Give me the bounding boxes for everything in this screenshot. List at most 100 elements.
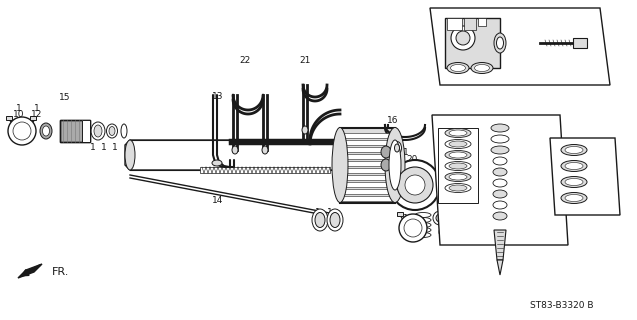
Ellipse shape — [312, 209, 328, 231]
Text: 25: 25 — [596, 178, 606, 187]
Text: 23: 23 — [596, 146, 606, 155]
Text: 1: 1 — [327, 207, 333, 217]
Ellipse shape — [381, 159, 391, 171]
Text: 1: 1 — [112, 142, 118, 151]
Circle shape — [404, 219, 422, 237]
Ellipse shape — [415, 222, 431, 228]
Ellipse shape — [445, 129, 471, 138]
Text: 7: 7 — [418, 189, 424, 198]
Bar — [30, 116, 36, 120]
Ellipse shape — [302, 126, 308, 134]
Ellipse shape — [433, 211, 447, 225]
Ellipse shape — [445, 172, 471, 181]
Circle shape — [399, 214, 427, 242]
Circle shape — [405, 175, 425, 195]
Text: 1: 1 — [34, 103, 40, 113]
Ellipse shape — [315, 212, 325, 228]
Text: 12: 12 — [407, 220, 419, 229]
Ellipse shape — [94, 125, 102, 137]
Bar — [340, 161, 395, 166]
Text: 1: 1 — [16, 103, 22, 113]
Bar — [573, 38, 587, 48]
Text: 14: 14 — [212, 196, 224, 204]
Text: 2: 2 — [445, 55, 451, 65]
Text: 15: 15 — [59, 92, 71, 101]
Ellipse shape — [91, 122, 105, 140]
Circle shape — [451, 26, 475, 50]
Bar — [200, 167, 330, 173]
Ellipse shape — [415, 212, 431, 218]
Ellipse shape — [394, 144, 399, 152]
Bar — [464, 18, 476, 30]
Ellipse shape — [493, 212, 507, 220]
Ellipse shape — [491, 146, 509, 154]
Ellipse shape — [493, 168, 507, 176]
Text: 12: 12 — [31, 109, 43, 118]
Text: 1: 1 — [449, 218, 455, 227]
Text: 1: 1 — [315, 207, 321, 217]
Ellipse shape — [389, 140, 401, 190]
Ellipse shape — [445, 183, 471, 193]
Text: 1: 1 — [445, 221, 451, 230]
Bar — [340, 189, 395, 194]
Ellipse shape — [494, 33, 506, 53]
Text: ST83-B3320 B: ST83-B3320 B — [530, 301, 594, 310]
Ellipse shape — [436, 214, 444, 222]
Polygon shape — [430, 8, 610, 85]
Ellipse shape — [441, 228, 448, 236]
Ellipse shape — [109, 126, 115, 135]
Ellipse shape — [449, 141, 467, 147]
Circle shape — [471, 211, 485, 225]
Ellipse shape — [332, 127, 348, 203]
Bar — [340, 154, 395, 159]
Bar — [340, 147, 395, 152]
Text: 1: 1 — [101, 142, 107, 151]
Ellipse shape — [493, 201, 507, 209]
Ellipse shape — [450, 65, 466, 71]
Ellipse shape — [565, 163, 583, 170]
Ellipse shape — [121, 124, 127, 138]
Bar — [478, 18, 486, 26]
Text: 3: 3 — [437, 125, 443, 134]
Ellipse shape — [561, 161, 587, 172]
Text: 18: 18 — [513, 154, 525, 163]
Text: 9: 9 — [404, 173, 410, 182]
Text: 21: 21 — [299, 55, 311, 65]
Text: FR.: FR. — [52, 267, 69, 277]
Text: 6: 6 — [456, 213, 462, 222]
Ellipse shape — [40, 123, 52, 139]
Ellipse shape — [447, 62, 469, 74]
Ellipse shape — [415, 218, 431, 222]
Text: 1: 1 — [403, 148, 409, 156]
Text: 10: 10 — [13, 109, 25, 118]
Bar — [340, 168, 395, 173]
Ellipse shape — [449, 174, 467, 180]
Ellipse shape — [493, 179, 507, 187]
Ellipse shape — [445, 140, 471, 148]
Text: 20: 20 — [406, 155, 418, 164]
Text: 8: 8 — [473, 207, 479, 217]
Ellipse shape — [565, 179, 583, 186]
Ellipse shape — [449, 152, 467, 158]
Circle shape — [390, 160, 440, 210]
Text: 27: 27 — [513, 125, 525, 134]
Text: 19: 19 — [513, 162, 525, 171]
Ellipse shape — [496, 37, 503, 49]
Ellipse shape — [415, 228, 431, 233]
Bar — [340, 133, 395, 138]
Polygon shape — [494, 230, 506, 260]
Text: 4: 4 — [439, 183, 445, 193]
Ellipse shape — [475, 65, 489, 71]
Text: 22: 22 — [240, 55, 250, 65]
Ellipse shape — [449, 130, 467, 136]
Ellipse shape — [415, 233, 431, 237]
Ellipse shape — [327, 209, 343, 231]
Ellipse shape — [445, 162, 471, 171]
Ellipse shape — [381, 146, 391, 158]
Circle shape — [456, 31, 470, 45]
Circle shape — [13, 122, 31, 140]
Text: 13: 13 — [212, 92, 224, 100]
Text: 16: 16 — [387, 116, 399, 124]
Circle shape — [8, 117, 36, 145]
Ellipse shape — [439, 226, 451, 238]
